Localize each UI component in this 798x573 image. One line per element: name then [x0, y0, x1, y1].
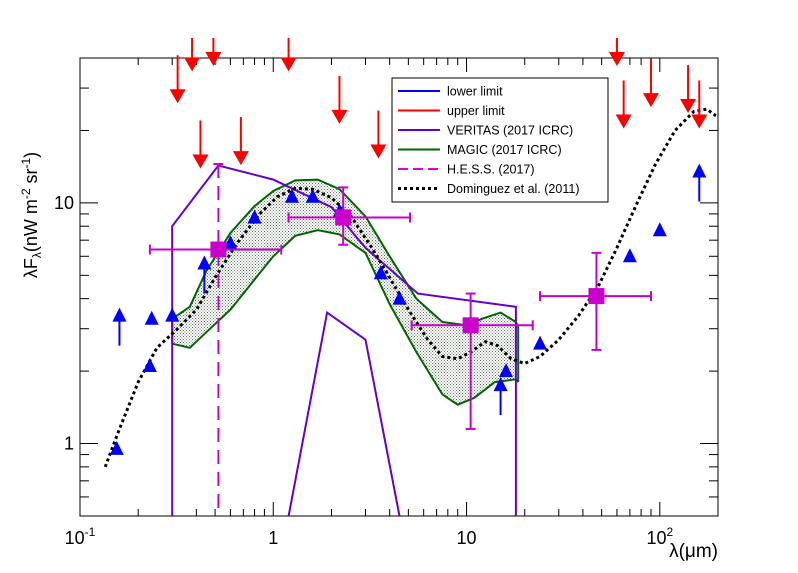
- hess-marker: [335, 209, 352, 226]
- veritas-inner-line: [287, 310, 401, 516]
- x-axis-title: λ(μm): [669, 541, 718, 562]
- lower-limit-marker: [493, 377, 508, 392]
- upper-limit-arrow: [169, 89, 186, 104]
- upper-limit-arrow: [331, 109, 348, 124]
- lower-limit-marker: [144, 310, 159, 325]
- lower-limit-marker: [197, 255, 212, 270]
- upper-limit-arrow: [642, 93, 659, 108]
- plot-data-overflow: [169, 38, 708, 169]
- upper-limit-arrow: [184, 57, 201, 72]
- magic-upper-line: [171, 178, 520, 328]
- hess-marker: [588, 288, 605, 305]
- legend-label: upper limit: [447, 104, 505, 118]
- lower-limit-marker: [305, 188, 320, 203]
- x-tick-label: 1: [268, 528, 278, 548]
- y-axis-title-unit-b: sr: [21, 168, 41, 188]
- upper-limit-arrow: [691, 114, 708, 129]
- x-tick-label-base: 10: [646, 528, 666, 548]
- hess-marker: [462, 317, 479, 334]
- legend-label: VERITAS (2017 ICRC): [447, 124, 573, 138]
- upper-limit-arrow: [608, 52, 625, 66]
- legend-label: H.E.S.S. (2017): [447, 163, 535, 177]
- x-tick-label-exp: 2: [666, 525, 673, 539]
- lower-limit-marker: [533, 335, 548, 350]
- y-axis-title-sub: λ: [30, 252, 44, 258]
- x-tick-label-base: 10: [65, 528, 85, 548]
- upper-limit-arrow: [370, 144, 387, 159]
- lower-limit-marker: [373, 265, 388, 280]
- x-tick-label-exp: -1: [85, 525, 96, 539]
- upper-limit-arrow: [615, 114, 632, 129]
- y-tick-label: 10: [54, 193, 74, 213]
- dominguez-curve: [103, 107, 717, 468]
- y-axis-title-close: ): [21, 152, 41, 158]
- x-tick-label: 102: [646, 525, 673, 548]
- lower-limit-marker: [692, 163, 707, 178]
- upper-limit-arrow: [680, 99, 697, 114]
- upper-limit-arrow: [232, 151, 249, 166]
- lower-limit-marker: [223, 235, 238, 250]
- x-tick-label: 10-1: [65, 525, 96, 548]
- x-tick-label: 10: [457, 528, 477, 548]
- y-axis-title-unit-a: (nW m: [21, 199, 41, 252]
- veritas-outer-line: [171, 164, 517, 516]
- magic-band-fill: [172, 179, 519, 405]
- lower-limit-marker: [112, 307, 127, 322]
- hess-marker: [210, 241, 227, 258]
- y-axis-title-exp-a: -2: [19, 188, 33, 199]
- lower-limit-marker: [165, 307, 180, 322]
- lower-limit-marker: [392, 290, 407, 305]
- upper-limit-arrow: [192, 154, 209, 169]
- lower-limit-marker: [285, 188, 300, 203]
- lower-limit-marker: [109, 440, 124, 455]
- legend-box: [391, 77, 609, 203]
- x-tick-label-base: 1: [268, 528, 278, 548]
- upper-limit-arrow: [280, 57, 297, 72]
- legend-label: MAGIC (2017 ICRC): [447, 143, 562, 157]
- legend: lower limit upper limit VERITAS (2017 ICRC…: [391, 77, 609, 203]
- legend-label: lower limit: [447, 85, 503, 99]
- x-tick-label-base: 10: [457, 528, 477, 548]
- lower-limit-marker: [498, 363, 513, 378]
- y-axis-title: λFλ(nW m-2 sr-1): [19, 152, 44, 278]
- lower-limit-marker: [652, 222, 667, 237]
- lower-limit-marker: [142, 358, 157, 373]
- axis-ticks: [79, 57, 719, 517]
- y-axis-title-main: λF: [21, 258, 41, 278]
- upper-limit-arrow: [205, 52, 222, 66]
- legend-label: Dominguez et al. (2011): [447, 182, 579, 196]
- lower-limit-marker: [622, 248, 637, 263]
- magic-lower-line: [171, 229, 519, 406]
- plot-data: [103, 107, 717, 516]
- y-axis-title-exp-b: -1: [19, 158, 33, 169]
- lower-limit-marker: [247, 209, 262, 224]
- y-tick-label: 1: [64, 434, 74, 454]
